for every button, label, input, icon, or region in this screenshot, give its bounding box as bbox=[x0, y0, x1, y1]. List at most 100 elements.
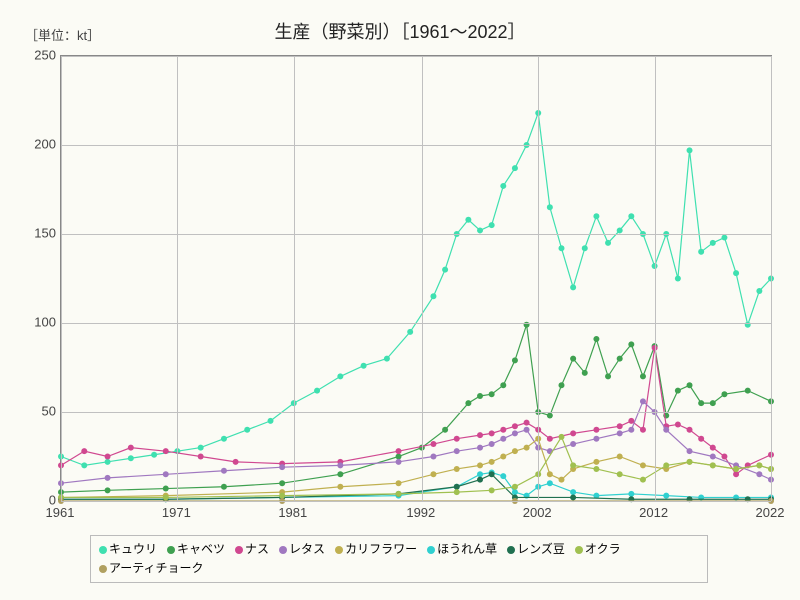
series-marker bbox=[163, 486, 169, 492]
series-marker bbox=[279, 493, 285, 499]
series-marker bbox=[558, 477, 564, 483]
series-marker bbox=[396, 459, 402, 465]
series-marker bbox=[593, 436, 599, 442]
y-tick-label: 150 bbox=[16, 226, 56, 241]
y-tick-label: 200 bbox=[16, 137, 56, 152]
series-marker bbox=[337, 471, 343, 477]
series-marker bbox=[151, 452, 157, 458]
series-marker bbox=[337, 373, 343, 379]
series-marker bbox=[640, 427, 646, 433]
legend-marker-icon bbox=[99, 565, 107, 573]
series-marker bbox=[477, 445, 483, 451]
series-marker bbox=[570, 489, 576, 495]
legend-item: アーティチョーク bbox=[99, 559, 204, 578]
series-marker bbox=[547, 471, 553, 477]
series-marker bbox=[477, 393, 483, 399]
legend-item: カリフラワー bbox=[335, 540, 417, 559]
series-marker bbox=[512, 484, 518, 490]
x-tick-label: 2002 bbox=[523, 505, 552, 520]
series-marker bbox=[442, 427, 448, 433]
series-marker bbox=[128, 445, 134, 451]
series-marker bbox=[675, 388, 681, 394]
x-tick-label: 1971 bbox=[162, 505, 191, 520]
grid-line-h bbox=[61, 501, 771, 502]
series-marker bbox=[570, 462, 576, 468]
series-marker bbox=[605, 240, 611, 246]
legend-marker-icon bbox=[167, 546, 175, 554]
grid-line-h bbox=[61, 412, 771, 413]
series-marker bbox=[430, 471, 436, 477]
series-marker bbox=[628, 418, 634, 424]
series-marker bbox=[756, 462, 762, 468]
series-marker bbox=[454, 448, 460, 454]
series-marker bbox=[244, 427, 250, 433]
series-marker bbox=[640, 477, 646, 483]
series-marker bbox=[687, 147, 693, 153]
series-marker bbox=[745, 388, 751, 394]
grid-line-v bbox=[422, 56, 423, 501]
series-marker bbox=[198, 454, 204, 460]
series-marker bbox=[81, 462, 87, 468]
series-marker bbox=[489, 391, 495, 397]
series-marker bbox=[582, 370, 588, 376]
series-marker bbox=[465, 400, 471, 406]
series-marker bbox=[617, 471, 623, 477]
series-marker bbox=[593, 459, 599, 465]
series-marker bbox=[593, 427, 599, 433]
series-marker bbox=[512, 165, 518, 171]
series-marker bbox=[512, 423, 518, 429]
series-marker bbox=[570, 494, 576, 500]
grid-line-v bbox=[294, 56, 295, 501]
chart-title: 生産（野菜別）［1961～2022］ bbox=[274, 18, 525, 44]
series-marker bbox=[617, 454, 623, 460]
series-marker bbox=[454, 466, 460, 472]
series-marker bbox=[710, 462, 716, 468]
series-marker bbox=[547, 204, 553, 210]
legend-marker-icon bbox=[279, 546, 287, 554]
series-marker bbox=[105, 475, 111, 481]
series-marker bbox=[279, 480, 285, 486]
legend-item: ナス bbox=[235, 540, 269, 559]
series-marker bbox=[710, 240, 716, 246]
series-marker bbox=[547, 413, 553, 419]
series-marker bbox=[570, 284, 576, 290]
series-marker bbox=[500, 382, 506, 388]
series-marker bbox=[547, 436, 553, 442]
unit-label: ［単位：kt］ bbox=[25, 25, 100, 44]
series-marker bbox=[105, 454, 111, 460]
series-marker bbox=[733, 270, 739, 276]
series-marker bbox=[710, 445, 716, 451]
chart-container: ［単位：kt］ 生産（野菜別）［1961～2022］ キュウリキャベツナスレタス… bbox=[0, 0, 800, 600]
series-marker bbox=[489, 441, 495, 447]
series-marker bbox=[733, 466, 739, 472]
series-marker bbox=[570, 441, 576, 447]
series-marker bbox=[512, 430, 518, 436]
legend-item: ほうれん草 bbox=[427, 540, 497, 559]
grid-line-v bbox=[61, 56, 62, 501]
legend-label: レンズ豆 bbox=[517, 542, 565, 556]
series-marker bbox=[617, 356, 623, 362]
series-marker bbox=[361, 363, 367, 369]
series-marker bbox=[640, 398, 646, 404]
series-marker bbox=[430, 441, 436, 447]
series-marker bbox=[640, 462, 646, 468]
series-marker bbox=[105, 487, 111, 493]
series-marker bbox=[687, 448, 693, 454]
series-marker bbox=[477, 432, 483, 438]
series-marker bbox=[675, 276, 681, 282]
series-marker bbox=[593, 336, 599, 342]
legend-item: キュウリ bbox=[99, 540, 157, 559]
legend-marker-icon bbox=[335, 546, 343, 554]
series-marker bbox=[698, 400, 704, 406]
series-marker bbox=[698, 249, 704, 255]
series-marker bbox=[128, 455, 134, 461]
series-marker bbox=[582, 245, 588, 251]
series-marker bbox=[489, 430, 495, 436]
series-marker bbox=[314, 388, 320, 394]
series-marker bbox=[430, 293, 436, 299]
series-marker bbox=[558, 245, 564, 251]
legend-marker-icon bbox=[235, 546, 243, 554]
series-marker bbox=[221, 468, 227, 474]
grid-line-h bbox=[61, 145, 771, 146]
series-marker bbox=[233, 459, 239, 465]
